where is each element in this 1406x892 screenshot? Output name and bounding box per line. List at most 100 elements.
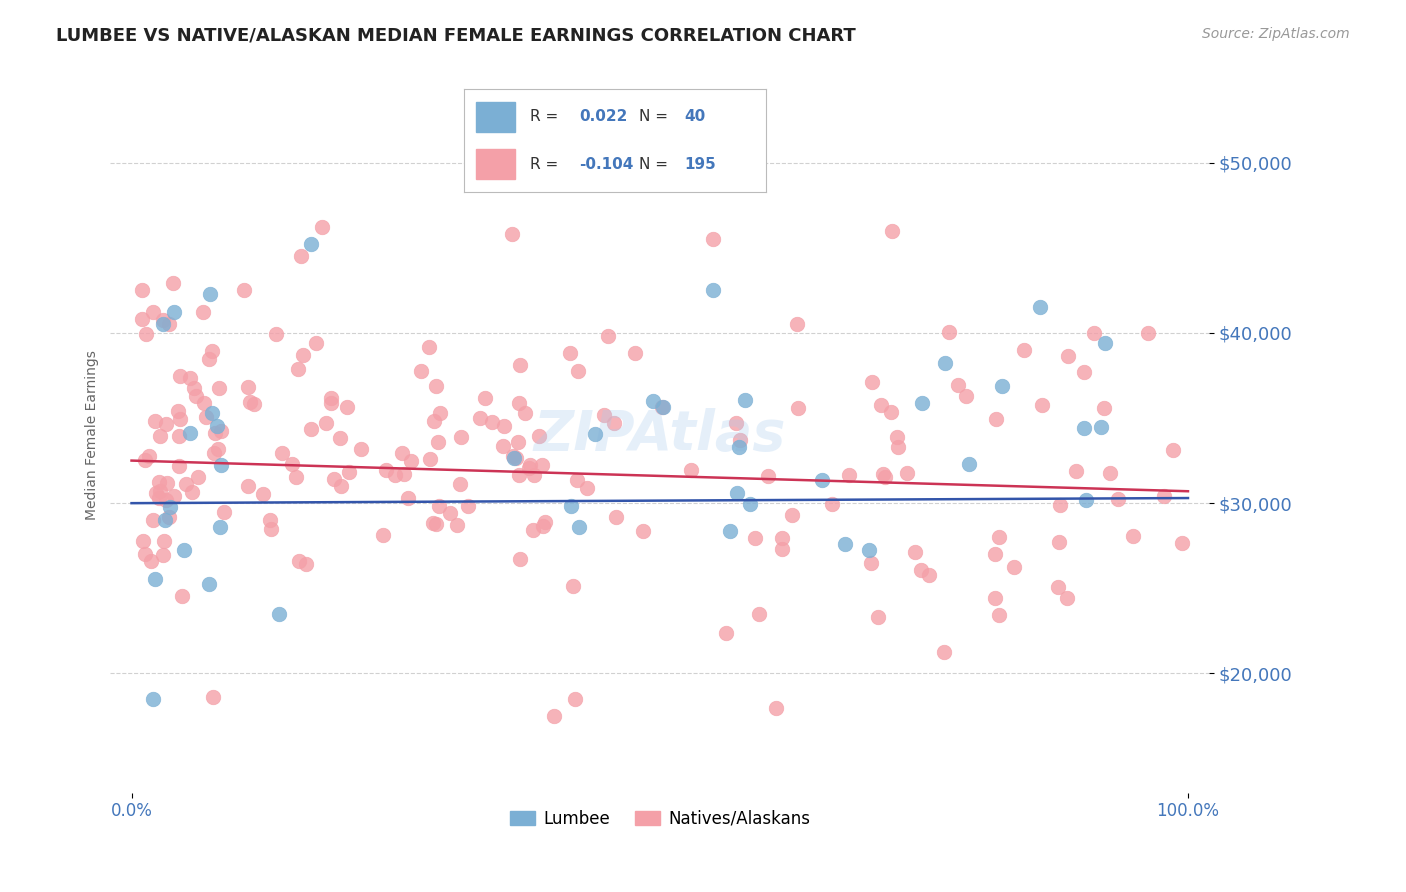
Point xyxy=(744,531,766,545)
Text: -0.104: -0.104 xyxy=(579,157,633,171)
Point xyxy=(468,410,491,425)
Point xyxy=(321,391,343,405)
Bar xyxy=(477,149,516,179)
Point xyxy=(523,467,546,482)
Point xyxy=(988,530,1011,544)
Point xyxy=(330,479,353,493)
Point xyxy=(169,429,191,443)
Point xyxy=(728,434,751,448)
Point xyxy=(311,220,333,235)
Point xyxy=(371,527,394,541)
Point xyxy=(155,492,177,507)
Point xyxy=(292,348,315,362)
Point xyxy=(323,472,346,486)
Point xyxy=(446,518,468,533)
Point xyxy=(191,305,214,319)
Text: Source: ZipAtlas.com: Source: ZipAtlas.com xyxy=(1202,27,1350,41)
Point xyxy=(702,232,724,246)
Point xyxy=(170,589,193,603)
Point xyxy=(157,317,180,331)
Point xyxy=(984,547,1007,561)
Point xyxy=(938,325,960,339)
Point xyxy=(598,329,620,343)
Point xyxy=(209,458,232,472)
Point xyxy=(886,430,908,444)
Point xyxy=(858,542,880,557)
Point xyxy=(1073,421,1095,435)
Point xyxy=(233,283,256,297)
Point xyxy=(156,475,179,490)
Point xyxy=(728,440,751,454)
Point xyxy=(169,368,191,383)
Point xyxy=(517,460,540,475)
Point xyxy=(142,692,165,706)
Point xyxy=(984,591,1007,605)
Point xyxy=(834,537,856,551)
Point xyxy=(392,467,415,482)
Point xyxy=(350,442,373,456)
Point xyxy=(450,430,472,444)
Point xyxy=(1029,301,1052,315)
Point xyxy=(1002,560,1025,574)
Point xyxy=(508,396,530,410)
Point xyxy=(502,449,524,463)
Point xyxy=(202,446,225,460)
Point xyxy=(860,375,883,389)
Point xyxy=(207,442,229,457)
Point xyxy=(148,491,170,506)
Point xyxy=(957,458,980,472)
Point xyxy=(527,428,550,442)
Point xyxy=(329,431,352,445)
Point xyxy=(887,441,910,455)
Point xyxy=(560,499,582,513)
Point xyxy=(652,401,675,415)
Point xyxy=(1083,326,1105,340)
Text: 0.022: 0.022 xyxy=(579,110,627,124)
Point xyxy=(252,487,274,501)
Point xyxy=(173,542,195,557)
Point xyxy=(449,477,471,491)
Point xyxy=(602,416,624,430)
Point xyxy=(425,379,447,393)
Point xyxy=(418,340,440,354)
Point xyxy=(988,607,1011,622)
Point xyxy=(530,458,553,472)
Point xyxy=(181,485,204,500)
Point xyxy=(1047,534,1070,549)
Point xyxy=(770,542,793,557)
Point xyxy=(152,549,174,563)
Point xyxy=(787,401,810,415)
Point xyxy=(1073,366,1095,380)
Point xyxy=(264,327,287,342)
Point xyxy=(1076,492,1098,507)
Point xyxy=(184,389,207,403)
Point xyxy=(1056,349,1078,363)
Point xyxy=(568,519,591,533)
Point xyxy=(153,513,176,527)
Point xyxy=(875,470,897,484)
Point xyxy=(934,356,956,370)
Point xyxy=(564,692,586,706)
Point xyxy=(202,690,225,704)
Point xyxy=(152,313,174,327)
Point xyxy=(429,406,451,420)
Point xyxy=(194,409,217,424)
Point xyxy=(1090,420,1112,434)
Point xyxy=(157,509,180,524)
Point xyxy=(439,507,461,521)
Point xyxy=(562,579,585,593)
Point xyxy=(810,473,832,487)
Point xyxy=(838,467,860,482)
Point xyxy=(179,371,201,385)
Point xyxy=(271,446,294,460)
Point xyxy=(142,305,165,319)
Point xyxy=(419,451,441,466)
Point xyxy=(183,381,205,395)
Point xyxy=(718,524,741,538)
Point xyxy=(991,379,1014,393)
Point xyxy=(560,346,582,360)
Point xyxy=(209,425,232,439)
Point xyxy=(534,515,557,529)
Point xyxy=(142,513,165,527)
Point xyxy=(1153,489,1175,503)
